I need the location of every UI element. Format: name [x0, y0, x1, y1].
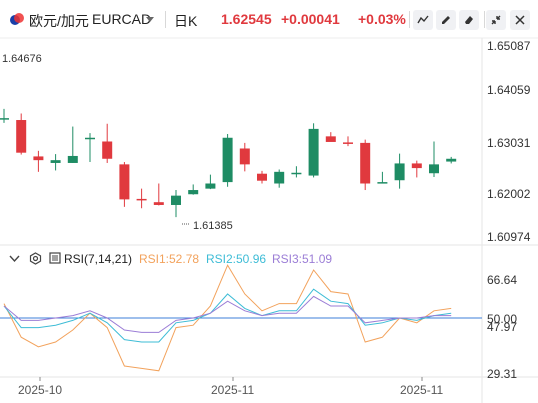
- checkbox-icon[interactable]: [49, 252, 61, 264]
- candle-body: [325, 136, 336, 142]
- rsi1-line: [3, 264, 452, 372]
- x-axis-label: 2025-11: [400, 383, 444, 397]
- candle-body: [188, 190, 199, 195]
- candle-body: [85, 137, 95, 140]
- candle-body: [274, 171, 285, 184]
- candle-body: [33, 156, 44, 161]
- interval-selector[interactable]: 日K: [174, 13, 198, 29]
- indicator-bar: [0, 248, 360, 268]
- indicator-name[interactable]: RSI(7,14,21): [64, 252, 133, 266]
- low-annotation: 1.61385: [193, 220, 233, 232]
- price-axis-label: 1.65087: [487, 39, 531, 53]
- draw-pencil-icon[interactable]: [436, 10, 456, 30]
- candle-body: [377, 182, 388, 184]
- current-price: 1.62545: [221, 11, 272, 27]
- candlestick-series: [0, 108, 457, 218]
- candle-body: [343, 142, 353, 144]
- currency-flag-icon: [10, 13, 24, 25]
- line-chart-icon[interactable]: [413, 10, 433, 30]
- candle-body: [205, 183, 216, 189]
- rsi2-value: RSI2:50.96: [206, 252, 267, 266]
- divider: [165, 11, 166, 28]
- rsi-axis-label: 66.64: [487, 273, 518, 287]
- price-axis-label: 1.64059: [487, 83, 531, 97]
- pair-chinese-name[interactable]: 欧元/加元: [29, 13, 89, 29]
- rsi2-line: [3, 288, 452, 343]
- candle-body: [394, 163, 405, 181]
- x-axis-label: 2025-11: [211, 383, 255, 397]
- pair-code[interactable]: EURCAD: [92, 11, 152, 27]
- candle-body: [308, 128, 319, 176]
- candle-body: [119, 164, 130, 200]
- candle-body: [429, 164, 439, 174]
- price-axis-label: 1.60974: [487, 230, 531, 244]
- candle-body: [360, 142, 371, 184]
- rsi1-value: RSI1:52.78: [139, 252, 200, 266]
- close-icon[interactable]: [510, 10, 530, 30]
- chevron-down-icon[interactable]: [9, 253, 20, 264]
- rsi-axis-label: 29.31: [487, 367, 518, 381]
- collapse-icon[interactable]: [486, 10, 506, 30]
- candle-body: [222, 137, 233, 183]
- eraser-icon[interactable]: [459, 10, 479, 30]
- candle-body: [0, 118, 9, 120]
- candle-body: [291, 172, 302, 175]
- candle-body: [102, 141, 113, 159]
- rsi-series: [3, 264, 452, 372]
- price-change: +0.00041: [281, 11, 340, 27]
- candle-body: [67, 155, 78, 163]
- rsi3-value: RSI3:51.09: [272, 252, 333, 266]
- rsi-axis-label: 47.97: [487, 320, 518, 334]
- divider: [409, 11, 410, 28]
- x-axis-label: 2025-10: [18, 383, 63, 397]
- candle-body: [50, 160, 61, 163]
- settings-icon[interactable]: [29, 252, 42, 265]
- price-axis-label: 1.63031: [487, 136, 531, 150]
- candle-body: [153, 202, 164, 205]
- divider: [484, 11, 485, 28]
- candle-body: [136, 198, 147, 201]
- candle-body: [16, 120, 27, 153]
- candle-body: [257, 173, 267, 181]
- x-axis-ticks: [39, 377, 423, 381]
- candle-body: [239, 148, 250, 165]
- high-annotation: 1.64676: [2, 53, 42, 65]
- candle-body: [171, 195, 181, 205]
- rsi-axis-label: 50.00: [487, 312, 518, 326]
- price-axis-label: 1.62002: [487, 187, 531, 201]
- rsi3-line: [3, 295, 452, 333]
- candle-body: [411, 163, 422, 169]
- chevron-down-icon[interactable]: [146, 17, 154, 22]
- price-change-percent: +0.03%: [358, 11, 406, 27]
- chart-header: 欧元/加元 EURCAD 日K 1.62545 +0.00041 +0.03%: [0, 0, 538, 38]
- candle-body: [446, 158, 457, 162]
